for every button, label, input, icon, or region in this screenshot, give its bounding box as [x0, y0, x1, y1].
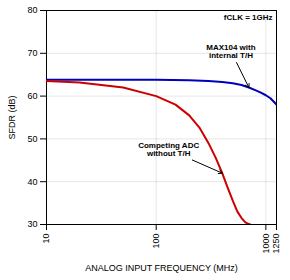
svg-text:40: 40: [27, 177, 37, 187]
svg-text:50: 50: [27, 134, 37, 144]
svg-text:1000: 1000: [261, 234, 271, 254]
svg-text:1250: 1250: [271, 234, 281, 254]
svg-text:SFDR (dB): SFDR (dB): [7, 95, 17, 139]
svg-text:30: 30: [27, 219, 37, 229]
svg-text:ANALOG INPUT FREQUENCY (MHz): ANALOG INPUT FREQUENCY (MHz): [85, 263, 238, 273]
svg-text:MAX104 withinternal T/H: MAX104 withinternal T/H: [206, 43, 255, 60]
svg-text:100: 100: [151, 234, 161, 249]
svg-text:60: 60: [27, 91, 37, 101]
svg-text:Competing ADCwithout T/H: Competing ADCwithout T/H: [138, 141, 199, 158]
svg-text:fCLK = 1GHz: fCLK = 1GHz: [224, 13, 273, 22]
svg-text:10: 10: [41, 234, 51, 244]
svg-text:70: 70: [27, 48, 37, 58]
svg-text:80: 80: [27, 5, 37, 15]
